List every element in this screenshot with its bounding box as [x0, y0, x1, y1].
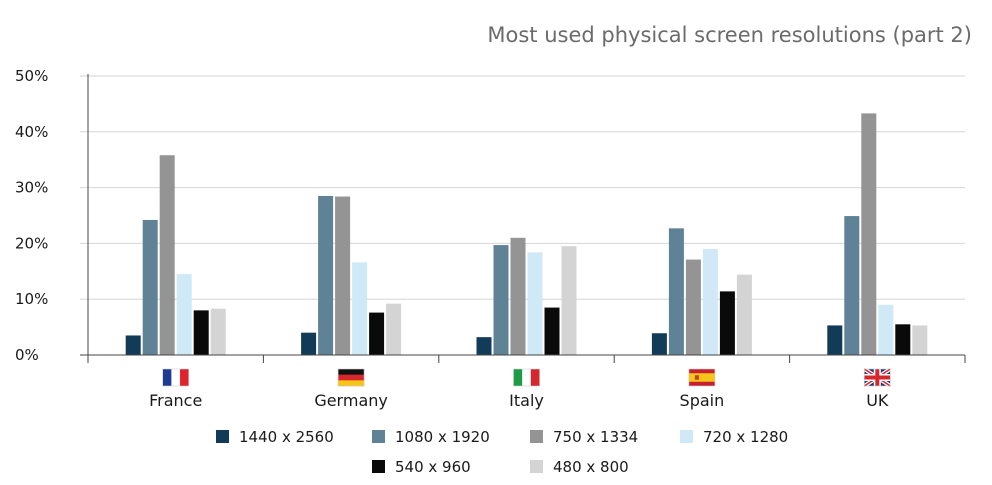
category-label: France — [149, 391, 202, 410]
bar — [844, 216, 860, 355]
bar — [736, 274, 752, 355]
bar — [176, 274, 192, 355]
legend-swatch — [216, 430, 229, 443]
uk-flag-icon — [863, 367, 892, 388]
category-label: Spain — [680, 391, 725, 410]
legend-item: 1080 x 1920 — [372, 428, 490, 446]
legend-label: 480 x 800 — [553, 458, 629, 476]
bar — [159, 155, 175, 355]
x-axis — [80, 74, 966, 363]
legend-label: 720 x 1280 — [703, 428, 788, 446]
bar — [912, 325, 928, 355]
legend-item: 480 x 800 — [530, 458, 629, 476]
bar — [142, 219, 158, 355]
legend-swatch — [372, 460, 385, 473]
bar — [544, 307, 560, 355]
bar — [301, 332, 317, 355]
y-tick-label: 0% — [15, 346, 39, 364]
italy-flag-icon — [513, 368, 540, 387]
y-tick-label: 30% — [15, 179, 48, 197]
legend-label: 540 x 960 — [395, 458, 471, 476]
legend-item: 1440 x 2560 — [216, 428, 334, 446]
legend-item: 720 x 1280 — [680, 428, 788, 446]
bar — [352, 262, 368, 355]
legend: 1440 x 2560 1080 x 1920 750 x 1334 720 x 12… — [216, 428, 788, 476]
legend-swatch — [530, 430, 543, 443]
y-tick-label: 10% — [15, 290, 48, 308]
legend-swatch — [530, 460, 543, 473]
legend-label: 750 x 1334 — [553, 428, 638, 446]
y-axis-ticks: 0% 10% 20% 30% 40% 50% — [15, 67, 48, 364]
bar — [685, 259, 701, 355]
legend-label: 1440 x 2560 — [239, 428, 334, 446]
bar — [476, 337, 492, 355]
bar — [493, 245, 509, 355]
bar — [861, 113, 877, 355]
bar — [527, 252, 543, 355]
bars — [125, 113, 928, 355]
germany-flag-icon — [337, 368, 365, 387]
y-tick-label: 20% — [15, 234, 48, 252]
legend-item: 540 x 960 — [372, 458, 471, 476]
bar — [125, 335, 141, 355]
france-flag-icon — [162, 368, 189, 387]
category-labels: France Germany Italy Spain UK — [149, 367, 892, 410]
bar — [318, 195, 334, 355]
bar — [878, 304, 894, 355]
bar — [210, 308, 226, 355]
bar — [193, 310, 209, 355]
bar — [335, 196, 351, 355]
bar — [369, 312, 385, 355]
chart-title: Most used physical screen resolutions (p… — [487, 23, 972, 47]
bar — [561, 246, 577, 355]
bar — [651, 333, 667, 355]
category-label: Italy — [509, 391, 544, 410]
legend-label: 1080 x 1920 — [395, 428, 490, 446]
bar — [827, 325, 843, 355]
y-tick-label: 50% — [15, 67, 48, 85]
bar — [702, 248, 718, 355]
bar — [510, 237, 526, 355]
spain-flag-icon — [688, 368, 716, 387]
legend-item: 750 x 1334 — [530, 428, 638, 446]
category-label: Germany — [314, 391, 388, 410]
gridlines — [80, 75, 965, 300]
legend-swatch — [372, 430, 385, 443]
category-label: UK — [866, 391, 889, 410]
bar — [719, 291, 735, 355]
y-tick-label: 40% — [15, 123, 48, 141]
bar — [668, 228, 684, 355]
bar — [895, 324, 911, 355]
legend-swatch — [680, 430, 693, 443]
bar — [386, 303, 402, 355]
